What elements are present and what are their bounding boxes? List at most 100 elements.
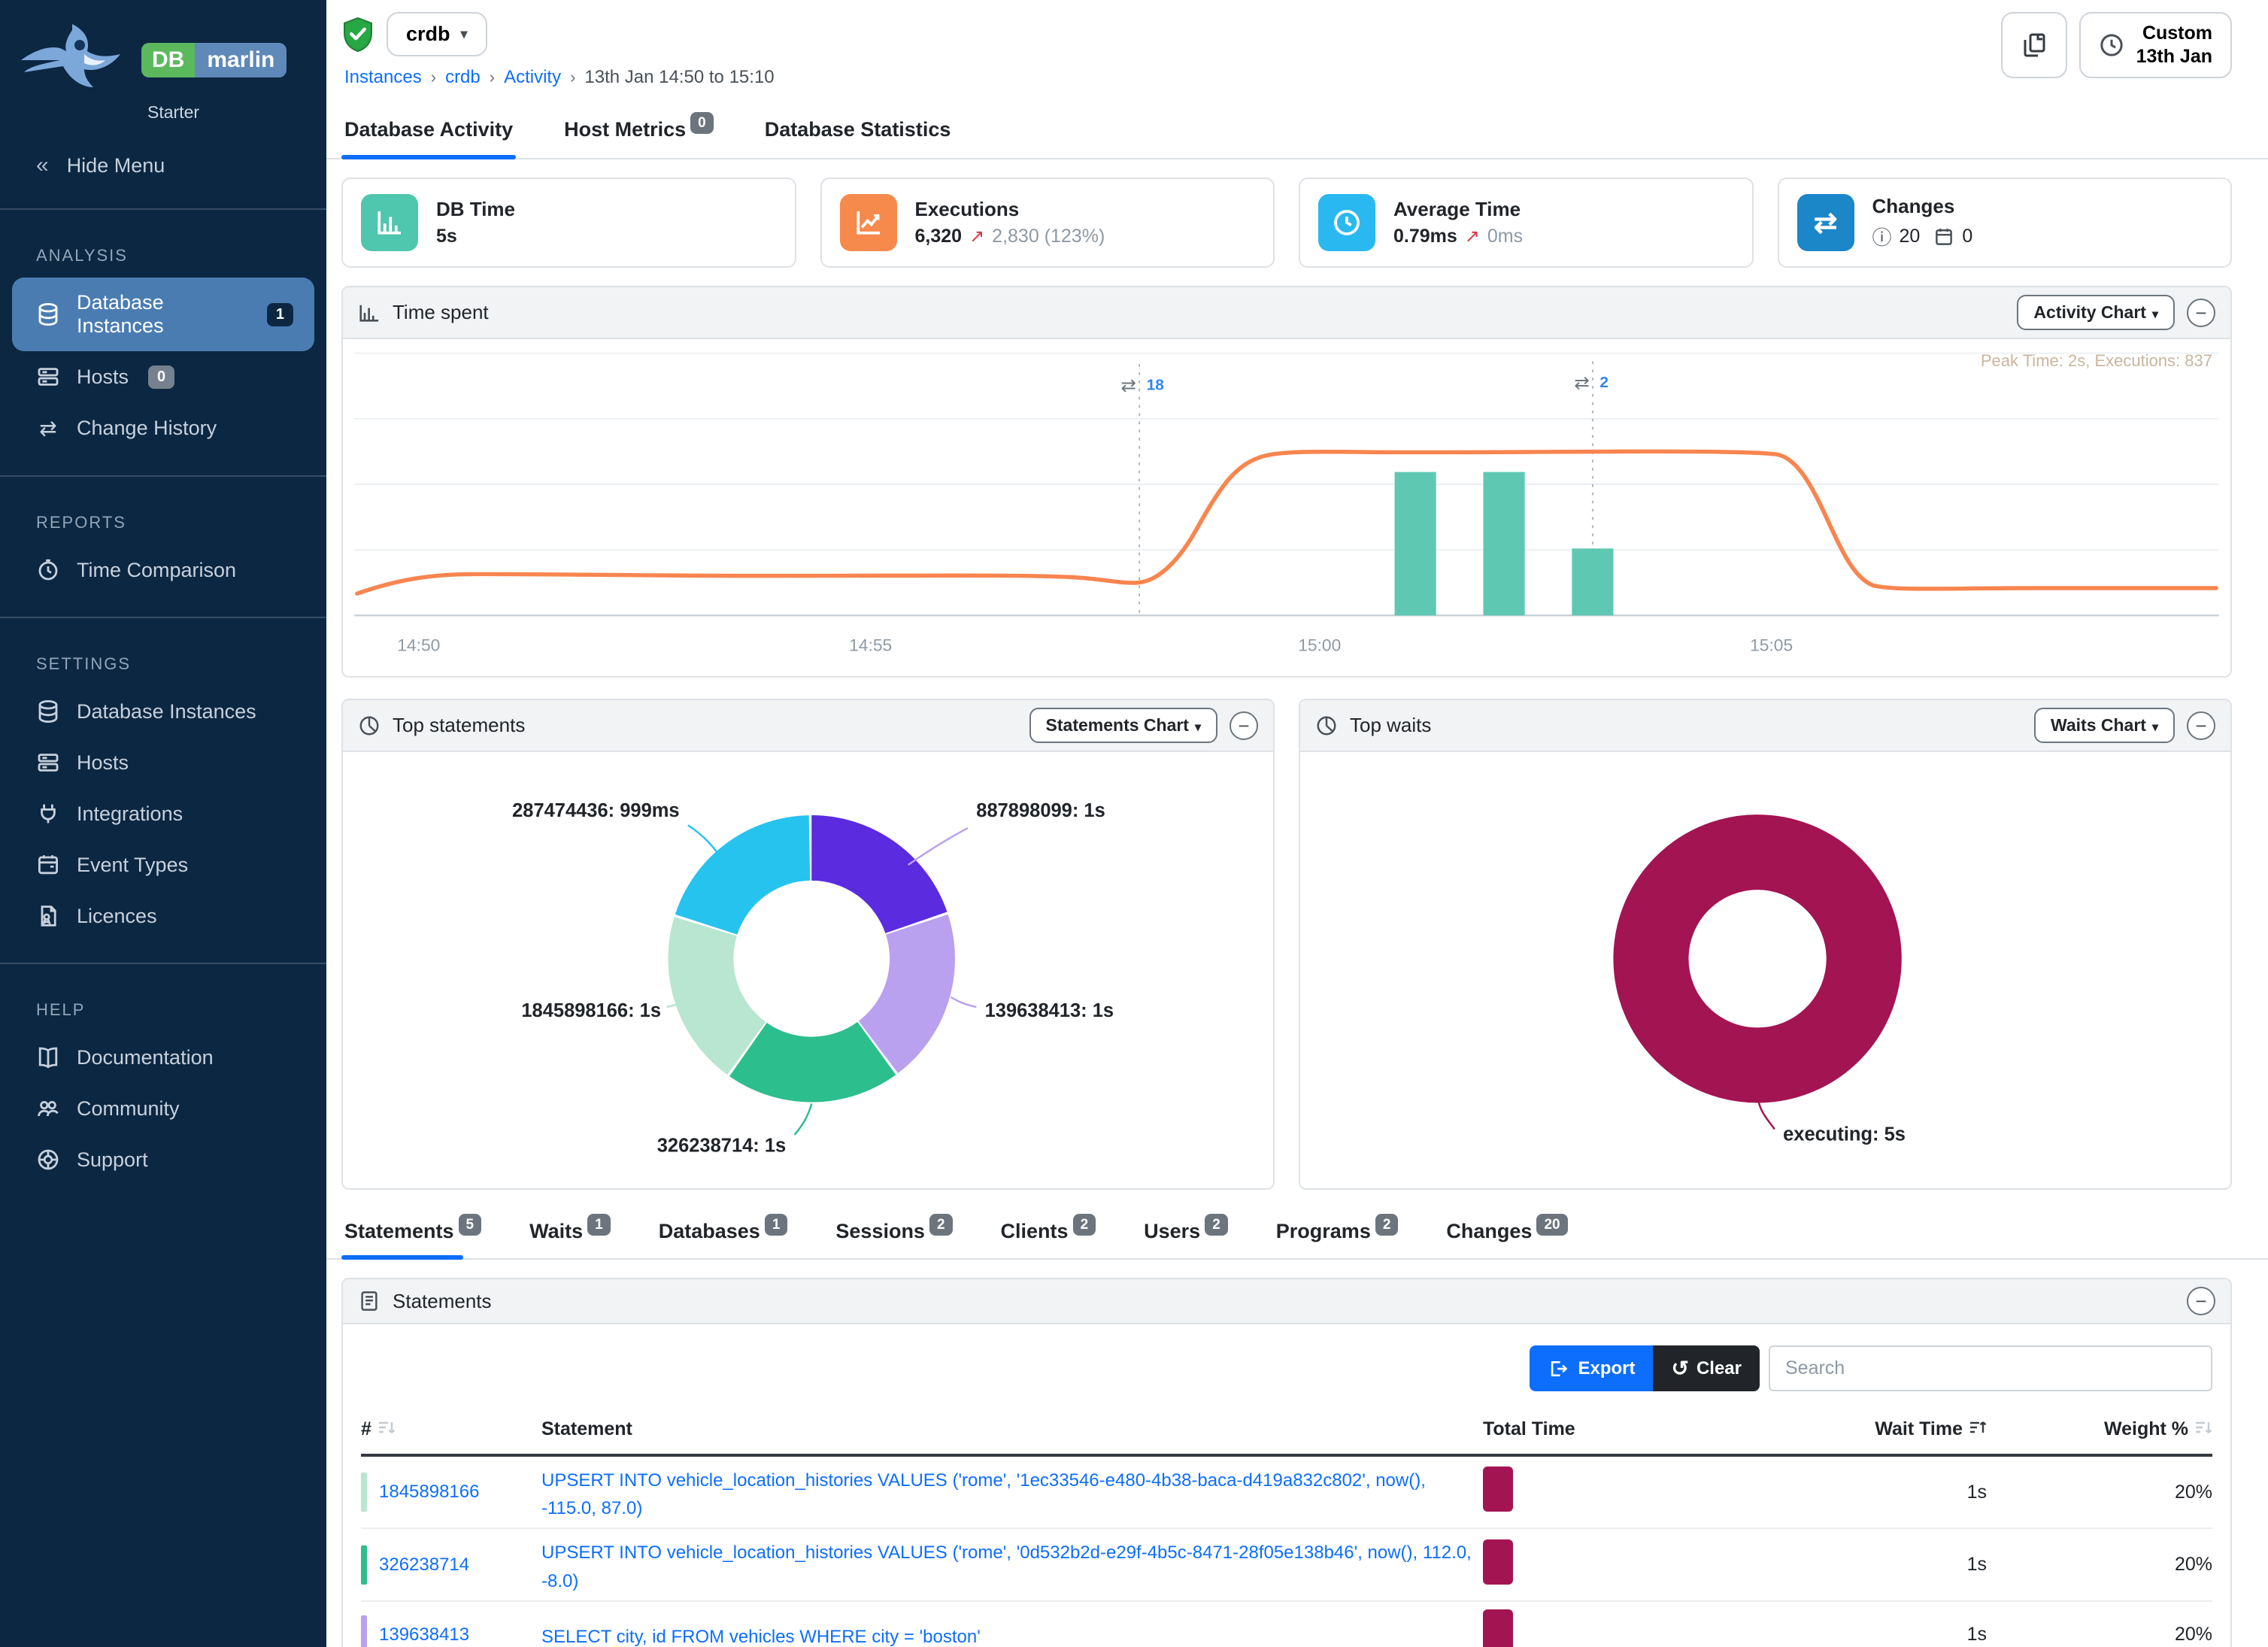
card-average-time: Average Time 0.79ms ↗ 0ms (1299, 177, 1754, 268)
col-weight[interactable]: Weight % (1987, 1418, 2212, 1440)
sidebar-item-settings-database-instances[interactable]: Database Instances (0, 686, 326, 737)
hide-menu-label: Hide Menu (66, 153, 165, 177)
caret-down-icon: ▾ (2151, 308, 2158, 321)
average-time-value: 0.79ms (1393, 226, 1457, 247)
statements-table: # Statement Total Time Wait Time Weight … (343, 1406, 2230, 1647)
hide-menu-button[interactable]: « Hide Menu (0, 129, 326, 202)
detail-tabs: Statements 5 Waits 1 Databases 1 Sessions 2 … (326, 1205, 2268, 1260)
sidebar-item-licences[interactable]: Licences (0, 890, 326, 942)
instance-name: crdb (406, 23, 450, 45)
tab-clients[interactable]: Clients 2 (998, 1208, 1099, 1258)
sort-icon (2196, 1421, 2212, 1433)
statements-panel: Statements − Export ↺ Clear (341, 1278, 2232, 1647)
swap-arrows-icon: ⇄ (1797, 194, 1854, 251)
swap-arrows-icon: ⇄ (1120, 376, 1136, 396)
card-executions: Executions 6,320 ↗ 2,830 (123%) (820, 177, 1275, 268)
breadcrumb-activity[interactable]: Activity (504, 67, 562, 87)
statement-id-link[interactable]: 326238714 (379, 1554, 470, 1575)
tab-databases[interactable]: Databases 1 (656, 1208, 791, 1258)
collapse-panel-button[interactable]: − (2187, 1287, 2215, 1315)
search-input[interactable] (1769, 1345, 2212, 1391)
breadcrumb-separator: › (430, 68, 437, 86)
export-button[interactable]: Export (1530, 1345, 1654, 1391)
sort-icon-active (1970, 1421, 1987, 1433)
tab-users[interactable]: Users 2 (1141, 1208, 1231, 1258)
edition-label: Starter (147, 102, 200, 122)
time-range-button[interactable]: Custom 13th Jan (2078, 12, 2232, 78)
card-title: Executions (914, 198, 1020, 220)
sidebar-item-community[interactable]: Community (0, 1083, 326, 1134)
card-db-time: DB Time 5s (341, 177, 796, 268)
tab-statements[interactable]: Statements 5 (341, 1208, 484, 1259)
sidebar-item-settings-hosts[interactable]: Hosts (0, 737, 326, 788)
sidebar-item-support[interactable]: Support (0, 1134, 326, 1185)
x-tick: 14:50 (397, 636, 440, 654)
col-wait-time[interactable]: Wait Time (1648, 1418, 1987, 1440)
clock-icon (1318, 194, 1375, 251)
total-time-bar (1483, 1539, 1513, 1585)
sidebar-item-database-instances[interactable]: Database Instances 1 (12, 278, 314, 351)
average-time-delta: 0ms (1487, 226, 1524, 247)
sidebar-item-integrations[interactable]: Integrations (0, 788, 326, 839)
x-tick: 14:55 (849, 636, 892, 654)
pie-chart-icon (1317, 716, 1336, 735)
col-total-time[interactable]: Total Time (1483, 1418, 1575, 1439)
collapse-panel-button[interactable]: − (1230, 711, 1258, 740)
marlin-fish-icon (21, 24, 120, 87)
statement-id-link[interactable]: 139638413 (379, 1624, 470, 1645)
tab-badge: 2 (1205, 1214, 1228, 1236)
tab-database-statistics[interactable]: Database Statistics (764, 118, 951, 141)
statement-link[interactable]: SELECT city, id FROM vehicles WHERE city… (541, 1627, 981, 1647)
sidebar-item-event-types[interactable]: Event Types (0, 839, 326, 890)
sidebar-item-change-history[interactable]: ⇄ Change History (0, 402, 326, 454)
panel-title: Top statements (393, 714, 526, 736)
instance-selector[interactable]: crdb ▾ (387, 12, 487, 56)
statements-controls: Export ↺ Clear (343, 1324, 2230, 1406)
sidebar-item-time-comparison[interactable]: Time Comparison (0, 544, 326, 596)
executions-delta: 2,830 (123%) (992, 226, 1105, 247)
time-spent-chart[interactable]: Peak Time: 2s, Executions: 837 (343, 339, 2230, 676)
col-statement[interactable]: Statement (541, 1418, 632, 1439)
tab-changes[interactable]: Changes 20 (1443, 1208, 1570, 1258)
statement-link[interactable]: UPSERT INTO vehicle_location_histories V… (541, 1470, 1426, 1519)
tab-sessions[interactable]: Sessions 2 (832, 1208, 955, 1258)
tab-database-activity[interactable]: Database Activity (341, 100, 517, 159)
tab-host-metrics[interactable]: Host Metrics 0 (561, 100, 717, 158)
sidebar-item-label: Documentation (77, 1045, 214, 1069)
change-marker-count: 2 (1599, 374, 1609, 390)
total-time-bar (1483, 1467, 1513, 1512)
top-waits-panel: Top waits Waits Chart ▾ − executing: 5s (1299, 699, 2232, 1190)
tab-waits[interactable]: Waits 1 (526, 1208, 614, 1258)
statements-donut-chart[interactable]: 287474436: 999ms 887898099: 1s 184589816… (343, 752, 1273, 1188)
activity-chart-selector[interactable]: Activity Chart ▾ (2017, 295, 2175, 330)
sidebar-item-documentation[interactable]: Documentation (0, 1032, 326, 1083)
people-icon (38, 1101, 59, 1117)
sidebar-item-label: Event Types (77, 853, 189, 876)
breadcrumb-crdb[interactable]: crdb (445, 67, 481, 87)
statements-chart-selector[interactable]: Statements Chart ▾ (1029, 708, 1217, 743)
calendar-icon (1936, 228, 1953, 245)
collapse-panel-button[interactable]: − (2187, 711, 2215, 740)
section-title-reports: REPORTS (36, 513, 126, 532)
sidebar-item-hosts[interactable]: Hosts 0 (0, 351, 326, 402)
licence-document-icon (41, 905, 56, 927)
x-tick: 15:05 (1750, 636, 1793, 654)
clear-button[interactable]: ↺ Clear (1653, 1345, 1760, 1391)
tab-programs[interactable]: Programs 2 (1273, 1208, 1402, 1258)
copy-button[interactable] (2000, 12, 2067, 78)
slice-label: 887898099: 1s (976, 800, 1105, 821)
lifebuoy-icon (38, 1149, 59, 1170)
sidebar-item-label: Licences (77, 904, 157, 927)
statement-link[interactable]: UPSERT INTO vehicle_location_histories V… (541, 1542, 1472, 1591)
trend-up-icon: ↗ (1464, 226, 1480, 247)
breadcrumb-instances[interactable]: Instances (344, 67, 422, 87)
col-id[interactable]: # (361, 1418, 541, 1440)
waits-donut-chart[interactable]: executing: 5s (1300, 752, 2230, 1188)
slice-label: executing: 5s (1783, 1124, 1906, 1145)
statement-id-link[interactable]: 1845898166 (379, 1482, 480, 1503)
change-marker-count: 18 (1147, 377, 1164, 393)
weight-value: 20% (2174, 1624, 2212, 1645)
waits-chart-selector[interactable]: Waits Chart ▾ (2034, 708, 2175, 743)
collapse-panel-button[interactable]: − (2187, 298, 2215, 327)
table-row: 326238714 UPSERT INTO vehicle_location_h… (361, 1529, 2212, 1602)
